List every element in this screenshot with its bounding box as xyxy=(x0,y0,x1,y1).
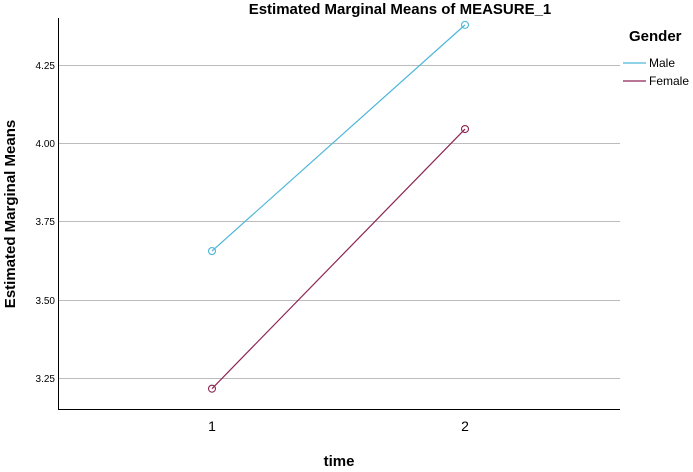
data-point-marker xyxy=(207,384,217,393)
y-tick-label: 3.50 xyxy=(36,296,56,307)
legend: Gender Male Female xyxy=(623,28,689,88)
y-tick-label: 3.75 xyxy=(36,217,56,228)
legend-title: Gender xyxy=(629,28,682,45)
legend-items: Male Female xyxy=(623,56,689,88)
series-line-segment xyxy=(211,128,466,390)
series-layer xyxy=(207,20,470,393)
legend-label: Male xyxy=(649,56,675,70)
series-male xyxy=(207,20,470,256)
legend-label: Female xyxy=(649,74,689,88)
axes xyxy=(58,18,620,410)
y-tick-labels: 3.25 3.50 3.75 4.00 4.25 xyxy=(36,61,56,385)
y-tick-label: 4.25 xyxy=(36,61,56,72)
x-tick-label: 2 xyxy=(461,418,469,434)
y-axis-title: Estimated Marginal Means xyxy=(2,120,19,308)
chart-title: Estimated Marginal Means of MEASURE_1 xyxy=(249,1,552,18)
gridlines xyxy=(58,65,620,379)
series-female xyxy=(207,124,470,393)
x-axis-title: time xyxy=(324,453,355,470)
data-point-marker xyxy=(460,124,470,134)
y-tick-label: 3.25 xyxy=(36,374,56,385)
y-tick-label: 4.00 xyxy=(36,139,56,150)
x-tick-label: 1 xyxy=(208,418,216,434)
data-point-marker xyxy=(460,20,470,29)
series-line-segment xyxy=(211,24,466,252)
data-point-marker xyxy=(207,246,217,256)
